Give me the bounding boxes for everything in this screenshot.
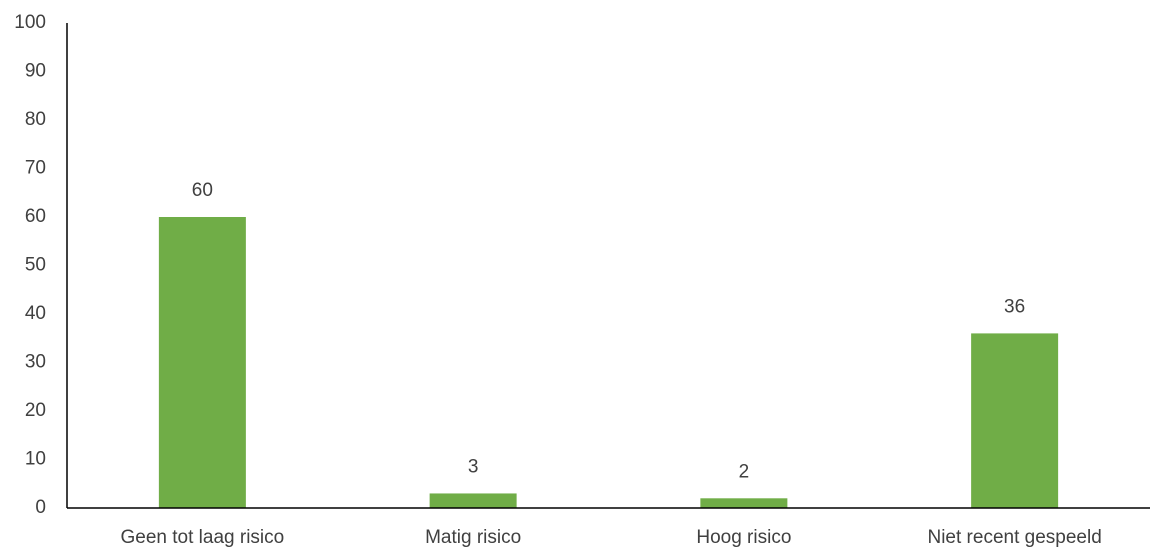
x-category-label: Hoog risico (696, 527, 791, 548)
bar (158, 217, 246, 508)
y-tick-label: 40 (25, 303, 46, 324)
y-tick-label: 10 (25, 449, 46, 470)
y-tick-label: 60 (25, 206, 46, 227)
y-tick-label: 80 (25, 109, 46, 130)
bar-data-label: 3 (468, 456, 479, 477)
bar-data-label: 2 (739, 461, 750, 482)
bar (971, 333, 1059, 508)
y-tick-label: 20 (25, 400, 46, 421)
bar (429, 493, 517, 508)
bar (700, 498, 788, 508)
bar-data-label: 60 (192, 180, 213, 201)
bars-group (158, 217, 1059, 508)
y-tick-label: 50 (25, 255, 46, 276)
y-tick-label: 0 (35, 497, 46, 518)
y-axis-ticks: 0 10 20 30 40 50 60 70 80 90 100 (14, 12, 46, 518)
y-tick-label: 30 (25, 352, 46, 373)
bar-data-label: 36 (1004, 296, 1025, 317)
x-category-label: Matig risico (425, 527, 521, 548)
y-tick-label: 70 (25, 158, 46, 179)
x-category-label: Niet recent gespeeld (927, 527, 1101, 548)
x-category-label: Geen tot laag risico (121, 527, 285, 548)
data-labels-group: 60 3 2 36 (192, 180, 1025, 482)
category-labels-group: Geen tot laag risico Matig risico Hoog ris… (121, 527, 1102, 548)
y-tick-label: 90 (25, 61, 46, 82)
y-tick-label: 100 (14, 12, 46, 33)
